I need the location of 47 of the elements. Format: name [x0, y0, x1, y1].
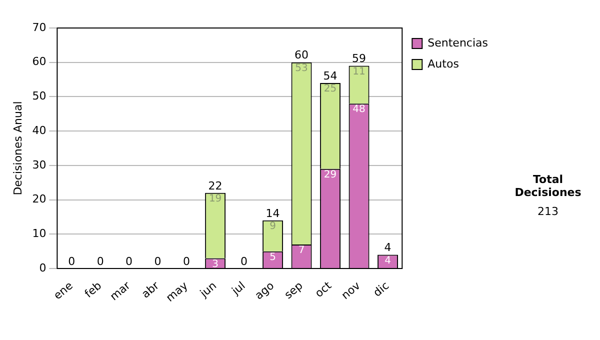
y-tick-label: 10 [32, 227, 46, 240]
data-label: 19 [208, 194, 222, 205]
x-tick-label: feb [82, 279, 104, 300]
y-tick-label: 70 [32, 20, 46, 34]
x-tick-label: dic [370, 279, 392, 300]
text: 0 [240, 254, 248, 268]
x-tick-label: jun [196, 279, 220, 301]
data-label: 48 [352, 104, 366, 116]
y-tick-label: 50 [32, 90, 46, 103]
data-label: 53 [295, 62, 308, 74]
x-tick-label: mar [108, 278, 134, 304]
y-tick-label: 60 [32, 55, 46, 68]
data-label: 25 [324, 84, 337, 95]
x-tick-label: nov [338, 278, 364, 302]
x-tick-label: sep [282, 279, 306, 302]
y-tick-label: 20 [32, 192, 46, 206]
text: 213 [536, 205, 560, 218]
data-label: 11 [352, 66, 366, 78]
text: 0 [154, 254, 162, 268]
data-label: 9 [270, 221, 276, 232]
y-tick-label: 40 [32, 124, 46, 137]
x-tick-label: oct [312, 278, 335, 300]
total-label: 14 [266, 206, 280, 220]
data-label: 29 [324, 169, 337, 180]
data-label: 5 [270, 252, 276, 263]
data-label: 4 [384, 255, 391, 266]
legend-label: Sentencias [428, 36, 488, 50]
text: 0 [68, 254, 76, 268]
y-axis-title: Decisiones Anual [11, 101, 24, 196]
x-tick-label: ago [252, 278, 277, 302]
total-label: 4 [384, 241, 392, 254]
text: 0 [96, 254, 104, 268]
data-label: 7 [298, 245, 305, 256]
x-tick-label: abr [139, 278, 162, 301]
total-label: 54 [323, 69, 338, 82]
x-tick-label: ene [51, 278, 76, 302]
text: 0 [126, 254, 133, 268]
x-tick-label: jul [228, 279, 248, 298]
text: Total Decisiones [514, 173, 582, 199]
total-label: 59 [352, 52, 366, 66]
y-tick-label: 0 [39, 261, 46, 274]
y-tick-label: 30 [32, 158, 46, 172]
total-label: 60 [294, 48, 309, 62]
total-label: 22 [208, 179, 222, 192]
data-label: 3 [212, 258, 218, 270]
text: 0 [183, 254, 190, 268]
legend-label: Autos [428, 57, 460, 70]
